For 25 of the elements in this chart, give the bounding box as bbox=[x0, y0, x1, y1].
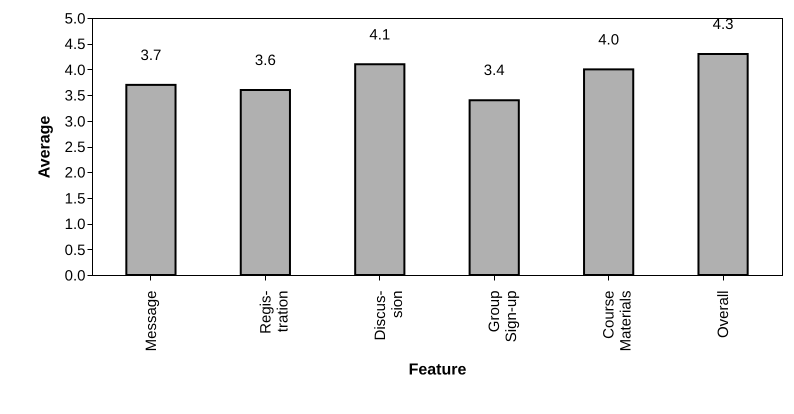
x-tick-label: Group Sign-up bbox=[486, 290, 520, 342]
data-label: 4.1 bbox=[369, 26, 390, 44]
y-tick-label: 1.0 bbox=[64, 216, 86, 234]
y-axis-title: Average bbox=[36, 116, 54, 178]
y-tick-label: 4.5 bbox=[64, 36, 86, 54]
data-label: 4.0 bbox=[598, 31, 620, 48]
data-label: 3.7 bbox=[140, 46, 162, 64]
y-tick-label: 1.5 bbox=[64, 190, 86, 208]
data-label: 4.3 bbox=[712, 16, 734, 33]
x-tick-label: Discus- sion bbox=[372, 290, 406, 341]
x-tick-label: Regis- tration bbox=[257, 290, 292, 334]
y-tick-label: 2.5 bbox=[64, 139, 86, 156]
y-tick-label: 4.0 bbox=[64, 62, 86, 79]
y-tick-label: 3.0 bbox=[64, 113, 86, 130]
y-tick-label: 0.0 bbox=[64, 268, 86, 284]
x-tick-label: Message bbox=[142, 290, 160, 352]
data-label: 3.6 bbox=[254, 52, 276, 69]
x-tick-label: Overall bbox=[715, 290, 732, 338]
y-tick-label: 0.5 bbox=[64, 242, 86, 259]
y-tick-label: 2.0 bbox=[64, 164, 86, 182]
x-axis-title: Feature bbox=[408, 361, 466, 378]
y-tick-label: 5.0 bbox=[64, 10, 86, 28]
y-tick-label: 3.5 bbox=[64, 88, 86, 105]
x-tick-label: Course Materials bbox=[600, 290, 635, 352]
data-label: 3.4 bbox=[484, 62, 505, 80]
